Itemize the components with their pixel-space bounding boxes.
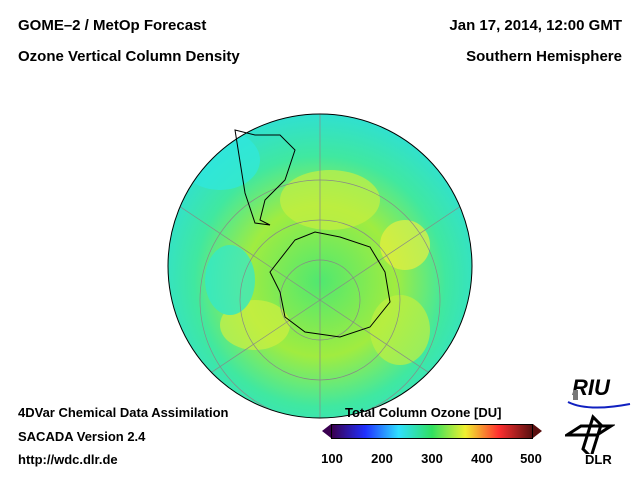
colorbar-tick: 500 — [520, 451, 542, 466]
riu-logo: RIU — [572, 375, 610, 400]
south-america-outline — [234, 129, 296, 226]
colorbar-left-arrow — [322, 424, 331, 438]
colorbar-tick: 100 — [321, 451, 343, 466]
title-left-1: GOME–2 / MetOp Forecast — [18, 17, 207, 34]
colorbar-right-arrow — [533, 424, 542, 438]
dlr-logo-icon — [565, 414, 615, 454]
footer-line-1: 4DVar Chemical Data Assimilation — [18, 405, 229, 420]
antarctica-outline — [269, 231, 391, 338]
riu-logo-wave — [567, 390, 631, 409]
colorbar — [331, 424, 533, 439]
title-right-1: Jan 17, 2014, 12:00 GMT — [449, 17, 622, 34]
title-right-2: Southern Hemisphere — [466, 48, 622, 65]
colorbar-tick: 400 — [471, 451, 493, 466]
graticule — [169, 114, 471, 418]
footer-line-2: SACADA Version 2.4 — [18, 429, 146, 444]
title-left-2: Ozone Vertical Column Density — [18, 48, 240, 65]
colorbar-tick: 300 — [421, 451, 443, 466]
dlr-logo-text: DLR — [585, 452, 612, 467]
footer-line-3[interactable]: http://wdc.dlr.de — [18, 452, 118, 467]
colorbar-tick: 200 — [371, 451, 393, 466]
colorbar-title: Total Column Ozone [DU] — [345, 405, 502, 420]
